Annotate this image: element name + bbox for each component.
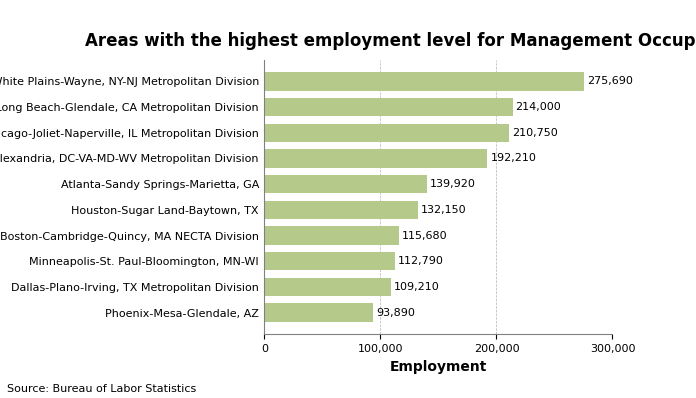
Text: 115,680: 115,680	[402, 230, 448, 240]
Bar	[264, 98, 513, 116]
Bar	[264, 72, 584, 91]
Text: Source: Bureau of Labor Statistics: Source: Bureau of Labor Statistics	[7, 384, 196, 394]
Bar	[264, 175, 427, 193]
Text: 112,790: 112,790	[398, 256, 444, 266]
Bar	[264, 303, 373, 322]
Text: 93,890: 93,890	[377, 308, 416, 318]
Text: 139,920: 139,920	[429, 179, 475, 189]
Bar	[264, 201, 418, 219]
Bar	[264, 252, 395, 271]
Text: 109,210: 109,210	[394, 282, 440, 292]
Bar	[264, 278, 391, 296]
Text: 132,150: 132,150	[420, 205, 466, 215]
Text: 192,210: 192,210	[491, 154, 536, 164]
Bar	[264, 226, 399, 245]
Bar	[264, 149, 487, 168]
X-axis label: Employment: Employment	[390, 360, 487, 374]
Text: Areas with the highest employment level for Management Occupations, May 2011: Areas with the highest employment level …	[86, 32, 696, 50]
Text: 214,000: 214,000	[516, 102, 562, 112]
Text: 210,750: 210,750	[512, 128, 557, 138]
Bar	[264, 123, 509, 142]
Text: 275,690: 275,690	[587, 76, 633, 86]
